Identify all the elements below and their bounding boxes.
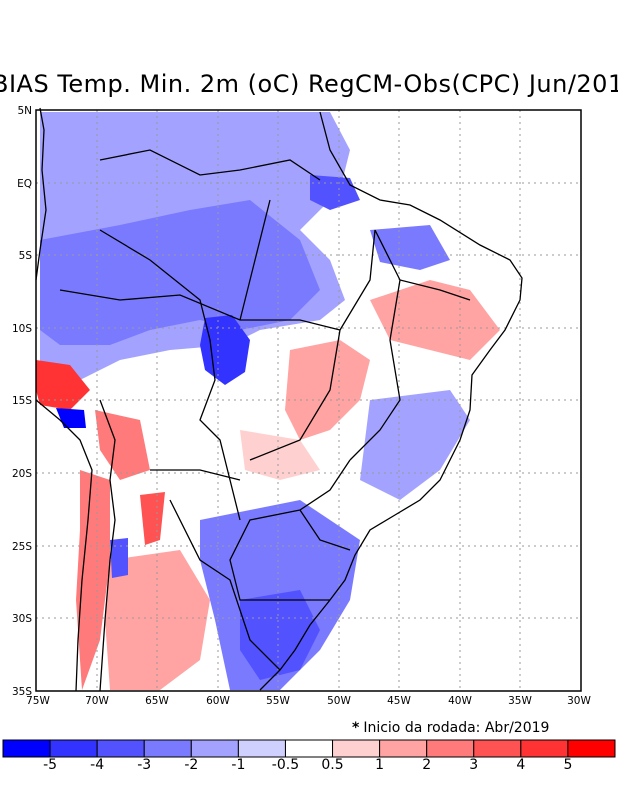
warm-core-argentina xyxy=(140,492,165,545)
bias-field xyxy=(36,112,500,690)
colorbar xyxy=(2,739,616,758)
colorbar-label: -2 xyxy=(184,757,199,773)
warm-region-south-central xyxy=(240,430,320,480)
colorbar-label: 1 xyxy=(375,757,385,773)
colorbar-swatch xyxy=(379,739,428,758)
lat-tick: 5N xyxy=(17,105,32,117)
border-north xyxy=(99,149,321,181)
lat-tick: 25S xyxy=(12,541,32,553)
lat-tick: EQ xyxy=(17,178,32,190)
border-amazon-states xyxy=(59,289,341,331)
cold-core-rondonia xyxy=(200,315,250,385)
border-central-states xyxy=(239,199,376,461)
lat-tick: 35S xyxy=(12,686,32,698)
lon-tick: 35W xyxy=(508,695,532,707)
lat-tick: 20S xyxy=(12,468,32,480)
colorbar-swatch xyxy=(190,739,239,758)
colorbar-swatch xyxy=(473,739,522,758)
border-brazil-west xyxy=(99,229,241,521)
cold-patch-andes-south xyxy=(110,538,128,578)
coastline-east xyxy=(259,111,523,691)
colorbar-label: -3 xyxy=(137,757,152,773)
colorbar-swatch xyxy=(2,739,51,758)
coastline-west xyxy=(35,107,47,281)
warm-region-central xyxy=(285,340,370,440)
warm-region-andes xyxy=(95,410,150,480)
cold-core-south xyxy=(240,590,320,680)
colorbar-swatch xyxy=(96,739,145,758)
colorbar-label: 3 xyxy=(469,757,479,773)
colorbar-swatch xyxy=(567,739,616,758)
colorbar-swatch xyxy=(332,739,381,758)
colorbar-label: 2 xyxy=(422,757,432,773)
note-text: Inicio da rodada: Abr/2019 xyxy=(363,720,550,736)
warm-region-northeast xyxy=(370,280,500,360)
lat-tick: 5S xyxy=(19,250,33,262)
note-star: * xyxy=(352,720,360,736)
lon-tick-labels: 75W 70W 65W 60W 55W 50W 45W 40W 35W 30W xyxy=(26,695,591,707)
warm-region-chile xyxy=(76,470,110,690)
warm-region-peru-coast xyxy=(36,360,90,410)
border-southeast-states xyxy=(229,459,351,601)
run-start-note: * Inicio da rodada: Abr/2019 xyxy=(352,720,549,736)
colorbar-label: 4 xyxy=(516,757,526,773)
colorbar-swatch xyxy=(237,739,286,758)
cold-region-southeast xyxy=(360,390,470,500)
lat-tick: 10S xyxy=(12,323,32,335)
colorbar-swatch xyxy=(520,739,569,758)
colorbar-swatch xyxy=(284,739,334,758)
colorbar-label: -1 xyxy=(231,757,246,773)
lon-tick: 45W xyxy=(387,695,411,707)
colorbar-label: -5 xyxy=(43,757,58,773)
colorbar-swatch xyxy=(426,739,475,758)
colorbar-label: 5 xyxy=(563,757,573,773)
lon-tick: 30W xyxy=(567,695,591,707)
lon-tick: 60W xyxy=(206,695,230,707)
map-title: BIAS Temp. Min. 2m (oC) RegCM-Obs(CPC) J… xyxy=(0,70,618,98)
lon-tick: 65W xyxy=(145,695,169,707)
colorbar-swatch xyxy=(143,739,192,758)
lon-tick: 50W xyxy=(327,695,351,707)
colorbar-label: -4 xyxy=(90,757,105,773)
colorbar-label: -0.5 xyxy=(271,757,300,773)
country-borders xyxy=(35,107,523,692)
lat-tick: 30S xyxy=(12,613,32,625)
lon-tick: 75W xyxy=(26,695,50,707)
lon-tick: 70W xyxy=(85,695,109,707)
andes-border xyxy=(99,399,116,692)
coastline-pacific xyxy=(35,399,93,692)
lon-tick: 55W xyxy=(266,695,290,707)
grid-lines xyxy=(36,110,581,691)
lat-tick: 15S xyxy=(12,395,32,407)
cold-amapa xyxy=(310,175,360,210)
border-paraguay-argentina xyxy=(150,469,281,671)
lon-tick: 40W xyxy=(448,695,472,707)
border-northeast-states xyxy=(349,229,471,461)
map-frame xyxy=(35,109,582,692)
colorbar-label: 0.5 xyxy=(321,757,344,773)
colorbar-swatch xyxy=(49,739,98,758)
lat-tick-labels: 5N EQ 5S 10S 15S 20S 25S 30S 35S xyxy=(12,105,32,698)
